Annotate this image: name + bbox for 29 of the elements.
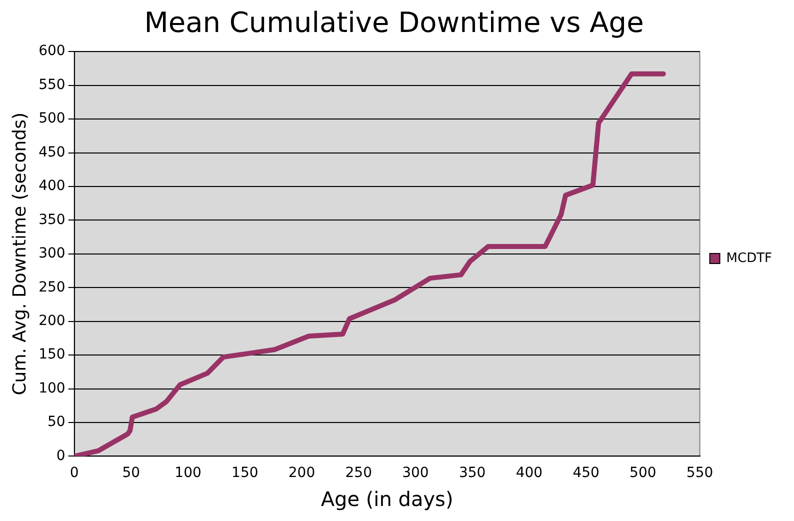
x-tick-label: 350 [458,465,486,482]
y-tick-label: 550 [38,76,66,93]
x-tick-label: 550 [686,465,714,482]
y-tick-label: 500 [38,110,66,127]
x-tick-label: 300 [402,465,429,482]
y-tick-label: 250 [38,279,66,296]
x-tick-label: 400 [516,465,543,482]
y-tick-label: 350 [38,212,66,228]
x-tick-label: 500 [630,465,656,482]
x-tick-label: 50 [122,465,140,482]
y-tick-label: 600 [38,43,66,60]
y-tick-label: 0 [56,448,66,464]
x-tick-label: 450 [572,465,600,482]
y-tick-label: 300 [38,246,66,262]
x-tick-label: 250 [345,465,372,482]
y-axis-title: Cum. Avg. Downtime (seconds) [9,112,30,396]
x-axis-title: Age (in days) [320,487,454,512]
x-tick-label: 200 [288,465,316,482]
y-tick-label: 200 [38,312,66,329]
x-tick-label: 0 [70,465,79,482]
x-tick-label: 100 [174,465,202,482]
y-tick-label: 450 [38,144,66,160]
x-tick-label: 150 [232,465,258,482]
chart-title: Mean Cumulative Downtime vs Age [144,6,644,40]
legend-label: MCDTF [726,250,772,266]
y-tick-label: 100 [38,380,66,396]
y-tick-label: 50 [47,414,66,430]
y-tick-label: 150 [38,346,66,363]
y-tick-label: 400 [38,178,66,194]
